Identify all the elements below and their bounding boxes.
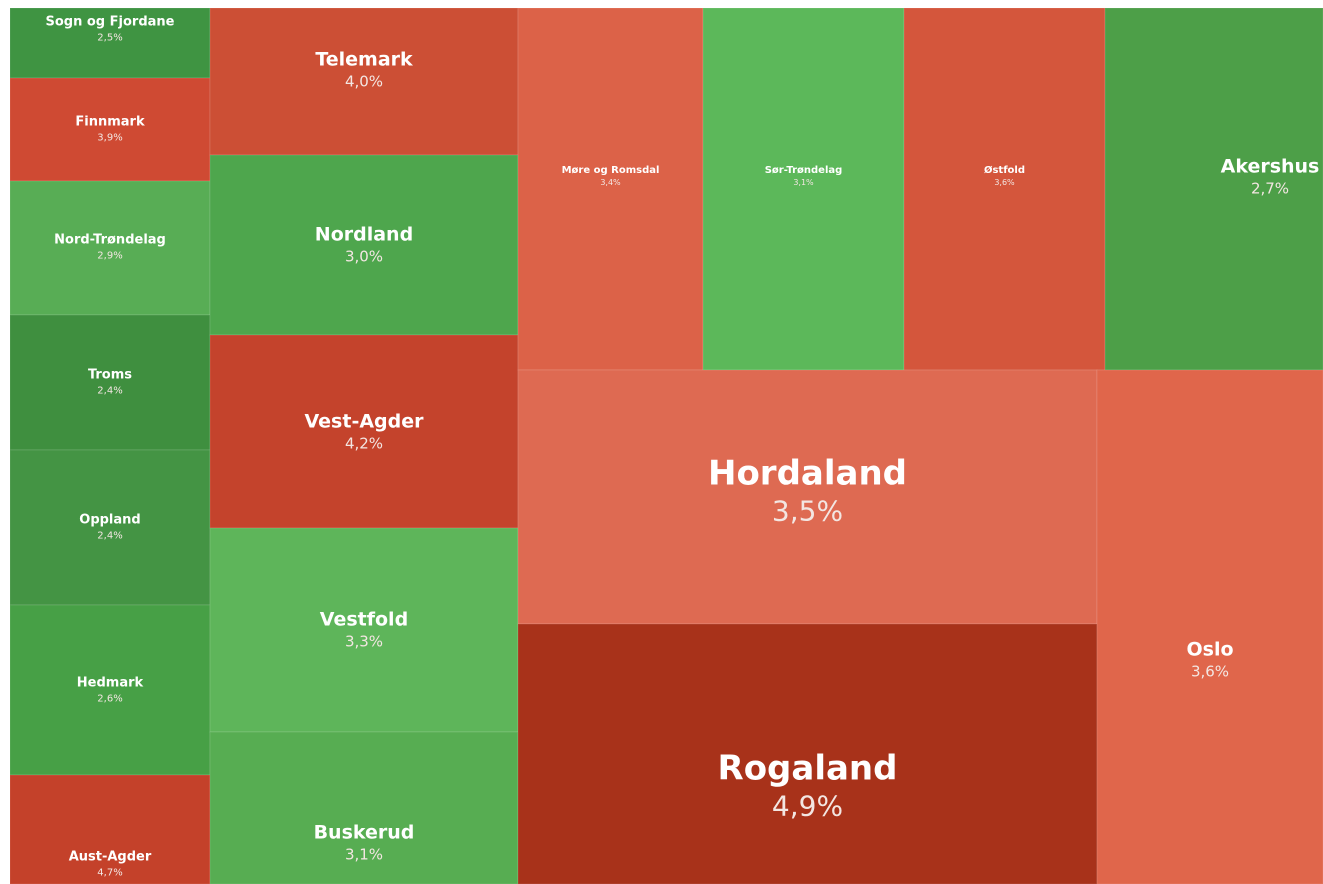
tile-name: Oppland	[79, 513, 140, 528]
tile-name: Troms	[88, 368, 132, 383]
tile	[904, 8, 1105, 370]
tile-name: Hordaland	[708, 454, 907, 494]
tile	[10, 450, 210, 605]
tile-value: 3,6%	[1191, 662, 1229, 680]
tile-value: 2,9%	[97, 251, 122, 262]
tile-name: Nordland	[315, 224, 413, 246]
tile-name: Oslo	[1186, 639, 1233, 661]
tile-value: 4,7%	[97, 868, 122, 879]
tile	[10, 315, 210, 450]
tile-value: 3,9%	[97, 133, 122, 144]
tile-name: Møre og Romsdal	[562, 165, 660, 176]
tile-value: 3,6%	[994, 178, 1015, 187]
tile-name: Sør-Trøndelag	[765, 165, 843, 176]
tile-name: Hedmark	[77, 676, 144, 691]
tile-value: 3,0%	[345, 247, 383, 265]
tile-name: Sogn og Fjordane	[46, 15, 175, 30]
tile-name: Buskerud	[314, 822, 415, 844]
tile-name: Vest-Agder	[305, 411, 425, 433]
tile-value: 2,5%	[97, 33, 122, 44]
tile	[1105, 8, 1323, 370]
tile-value: 3,1%	[793, 178, 814, 187]
tile-value: 2,6%	[97, 694, 122, 705]
tile-value: 4,9%	[772, 790, 843, 823]
tile-name: Aust-Agder	[69, 850, 152, 865]
tile-name: Telemark	[315, 49, 413, 71]
tile-name: Akershus	[1221, 156, 1320, 178]
tile-value: 3,3%	[345, 632, 383, 650]
tile-value: 3,4%	[600, 178, 621, 187]
tile-value: 3,1%	[345, 845, 383, 863]
tile-value: 2,4%	[97, 531, 122, 542]
tile-name: Finnmark	[75, 115, 145, 130]
tile-name: Rogaland	[718, 749, 898, 789]
tile-value: 4,2%	[345, 434, 383, 452]
tile-value: 3,5%	[772, 495, 843, 528]
tile-value: 2,7%	[1251, 179, 1289, 197]
tile-name: Østfold	[984, 164, 1025, 176]
tile	[518, 8, 703, 370]
treemap: Sogn og Fjordane 2,5% Finnmark 3,9% Nord-Trø…	[0, 0, 1323, 884]
tile-value: 4,0%	[345, 72, 383, 90]
tile	[703, 8, 904, 370]
tile-name: Nord-Trøndelag	[54, 233, 166, 248]
tile	[1097, 370, 1323, 884]
tile	[10, 181, 210, 315]
tile-value: 2,4%	[97, 386, 122, 397]
tile-name: Vestfold	[320, 609, 408, 631]
tile	[10, 78, 210, 181]
